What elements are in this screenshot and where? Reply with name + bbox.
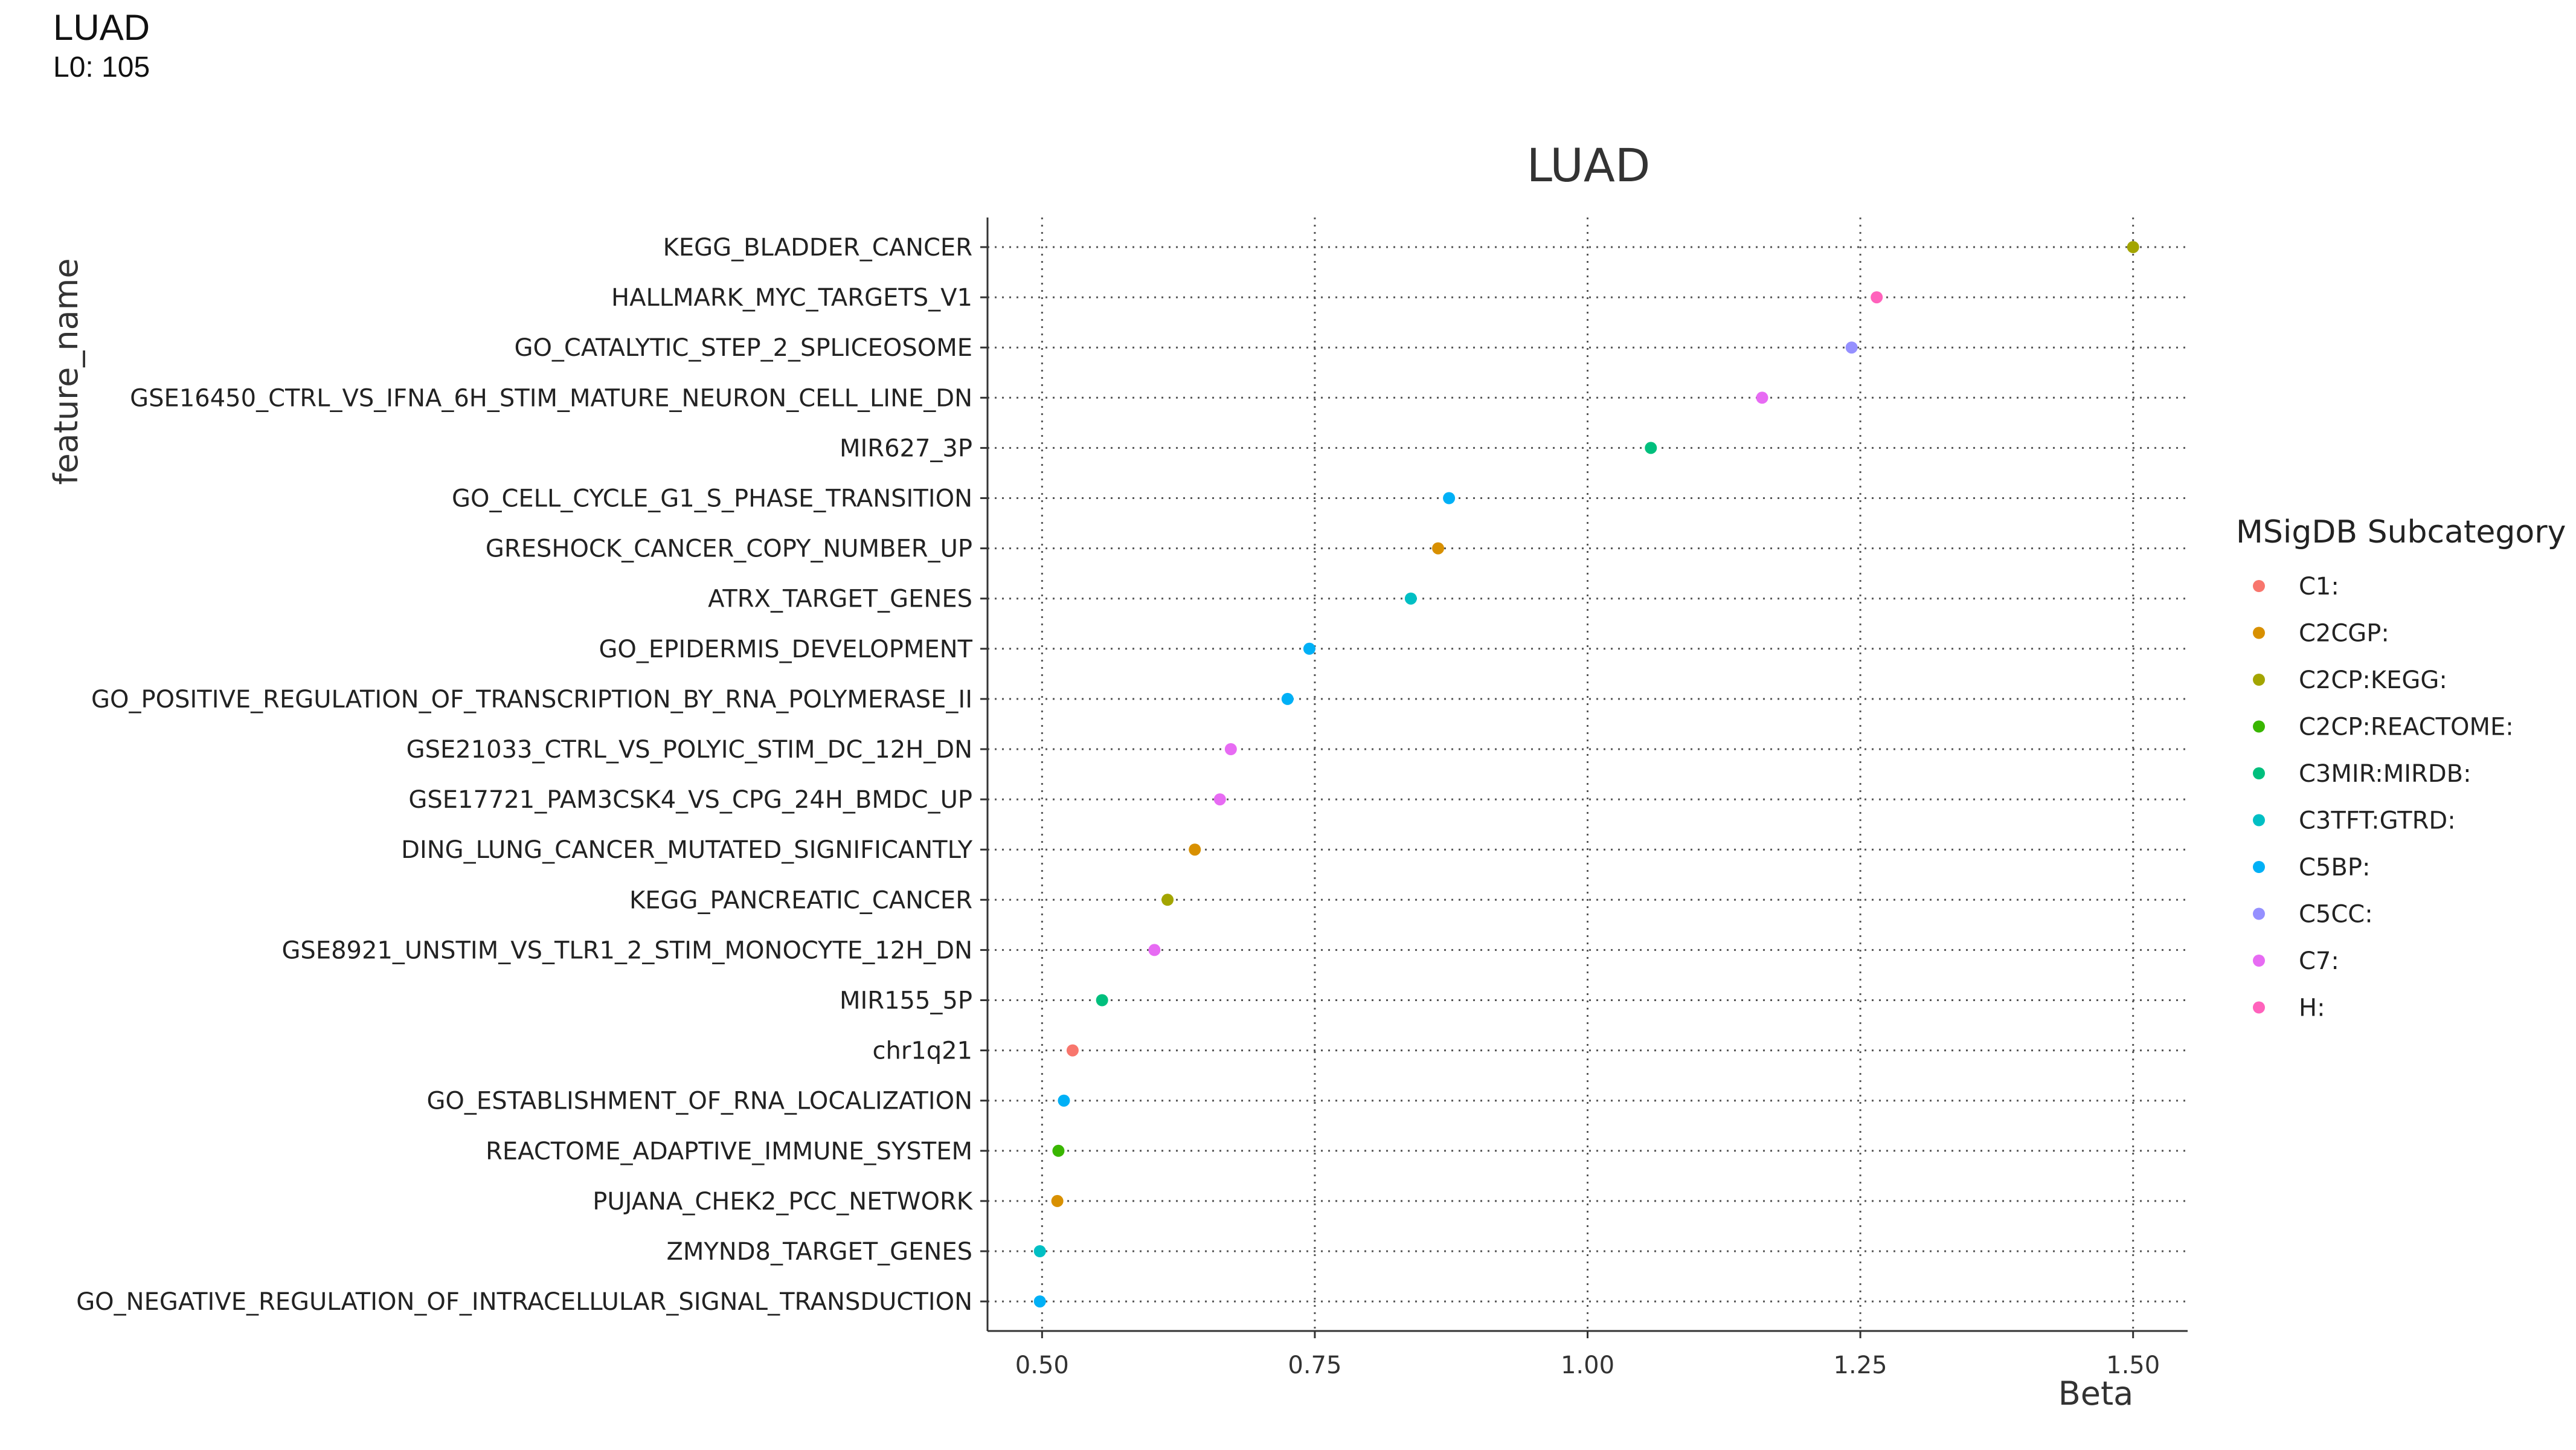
data-point <box>1281 692 1294 705</box>
data-points <box>1033 241 2139 1308</box>
page-subtitle: L0: 105 <box>53 51 150 83</box>
legend-label: C5BP: <box>2299 854 2370 881</box>
legend-label: C2CGP: <box>2299 620 2389 648</box>
chart-title: LUAD <box>1527 138 1651 192</box>
data-point <box>1066 1044 1079 1057</box>
y-tick-label: GO_POSITIVE_REGULATION_OF_TRANSCRIPTION_… <box>91 686 972 714</box>
legend-key <box>2253 580 2265 592</box>
legend-label: C7: <box>2299 947 2339 975</box>
data-point <box>1096 994 1108 1007</box>
y-axis-label: feature_name <box>47 258 85 485</box>
legend-label: C2CP:KEGG: <box>2299 666 2447 694</box>
legend-key <box>2253 955 2265 967</box>
y-tick-label: MIR155_5P <box>840 987 972 1015</box>
data-point <box>1756 392 1768 404</box>
legend-label: C3MIR:MIRDB: <box>2299 760 2472 788</box>
legend-key <box>2253 674 2265 686</box>
x-tick-label: 1.00 <box>1561 1352 1614 1379</box>
legend-label: C5CC: <box>2299 901 2373 929</box>
data-point <box>1189 843 1201 856</box>
x-tick-label: 0.50 <box>1015 1352 1069 1379</box>
data-point <box>1303 642 1315 655</box>
y-tick-label: GSE8921_UNSTIM_VS_TLR1_2_STIM_MONOCYTE_1… <box>281 936 972 964</box>
y-tick-label: HALLMARK_MYC_TARGETS_V1 <box>611 284 972 312</box>
y-tick-label: GO_ESTABLISHMENT_OF_RNA_LOCALIZATION <box>426 1088 972 1115</box>
data-point <box>1443 492 1456 504</box>
legend-key <box>2253 627 2265 639</box>
data-point <box>2127 241 2139 253</box>
legend-title: MSigDB Subcategory <box>2236 514 2566 550</box>
legend-label: C2CP:REACTOME: <box>2299 714 2514 741</box>
y-tick-label: GO_CATALYTIC_STEP_2_SPLICEOSOME <box>514 334 972 362</box>
axes <box>980 218 2188 1338</box>
x-tick-label: 0.75 <box>1288 1352 1341 1379</box>
y-tick-label: GSE21033_CTRL_VS_POLYIC_STIM_DC_12H_DN <box>406 736 972 764</box>
y-tick-label: ZMYND8_TARGET_GENES <box>666 1238 972 1266</box>
legend-key <box>2253 814 2265 826</box>
y-tick-label: REACTOME_ADAPTIVE_IMMUNE_SYSTEM <box>486 1138 972 1165</box>
y-tick-label: GSE17721_PAM3CSK4_VS_CPG_24H_BMDC_UP <box>408 786 972 814</box>
legend-key <box>2253 720 2265 733</box>
legend-label: H: <box>2299 994 2325 1022</box>
x-tick-labels: 0.50 0.75 1.00 1.25 1.50 <box>1015 1352 2160 1379</box>
y-tick-label: MIR627_3P <box>840 434 972 462</box>
data-point <box>1051 1194 1064 1207</box>
y-tick-label: KEGG_PANCREATIC_CANCER <box>629 886 972 914</box>
y-tick-label: KEGG_BLADDER_CANCER <box>663 234 972 262</box>
data-point <box>1058 1094 1070 1107</box>
data-point <box>1052 1144 1065 1157</box>
data-point <box>1432 542 1445 555</box>
data-point <box>1213 793 1226 806</box>
x-tick-label: 1.25 <box>1834 1352 1887 1379</box>
y-tick-label: GRESHOCK_CANCER_COPY_NUMBER_UP <box>486 535 972 563</box>
data-point <box>1871 291 1883 304</box>
legend: C1: C2CGP: C2CP:KEGG: C2CP:REACTOME: C3MIR:M… <box>2253 573 2514 1022</box>
grid-lines <box>988 218 2188 1331</box>
y-tick-label: GO_NEGATIVE_REGULATION_OF_INTRACELLULAR_… <box>76 1288 972 1316</box>
data-point <box>1404 592 1417 605</box>
y-tick-label: ATRX_TARGET_GENES <box>708 585 972 613</box>
x-tick-label: 1.50 <box>2106 1352 2160 1379</box>
data-point <box>1033 1295 1046 1308</box>
legend-key <box>2253 907 2265 920</box>
data-point <box>1224 743 1237 755</box>
y-tick-label: GSE16450_CTRL_VS_IFNA_6H_STIM_MATURE_NEU… <box>130 384 972 412</box>
data-point <box>1845 341 1858 354</box>
y-tick-label: chr1q21 <box>872 1037 972 1065</box>
legend-label: C1: <box>2299 573 2339 601</box>
legend-key <box>2253 861 2265 873</box>
data-point <box>1148 944 1161 956</box>
x-axis-label: Beta <box>2058 1374 2134 1413</box>
y-tick-label: DING_LUNG_CANCER_MUTATED_SIGNIFICANTLY <box>401 836 972 864</box>
data-point <box>1033 1245 1046 1257</box>
page-header: LUAD L0: 105 <box>53 6 150 86</box>
data-point <box>1645 442 1657 454</box>
page-title: LUAD <box>53 7 150 48</box>
y-tick-label: GO_EPIDERMIS_DEVELOPMENT <box>599 636 972 663</box>
data-point <box>1161 894 1174 906</box>
legend-label: C3TFT:GTRD: <box>2299 807 2456 835</box>
legend-key <box>2253 767 2265 779</box>
y-tick-label: GO_CELL_CYCLE_G1_S_PHASE_TRANSITION <box>452 485 972 513</box>
y-tick-label: PUJANA_CHEK2_PCC_NETWORK <box>593 1188 974 1216</box>
legend-key <box>2253 1001 2265 1014</box>
y-tick-labels: KEGG_BLADDER_CANCER HALLMARK_MYC_TARGETS_… <box>76 234 974 1316</box>
